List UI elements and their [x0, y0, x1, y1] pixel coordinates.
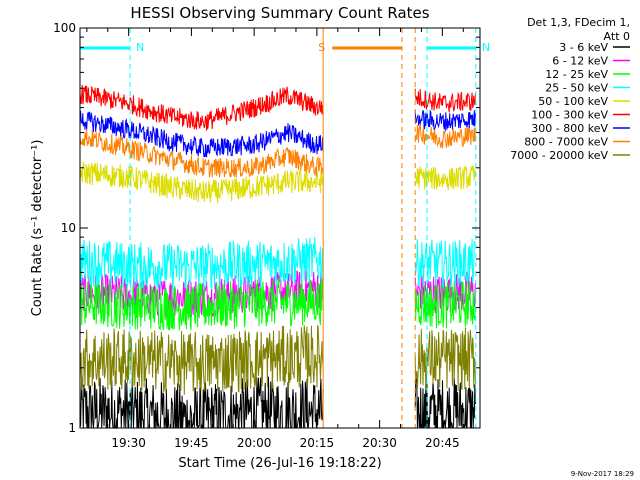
x-tick-label: 19:45 [174, 436, 209, 450]
legend-header-line-2: Att 0 [604, 30, 630, 43]
plot-area: N NS [79, 28, 490, 430]
series-line-9 [79, 325, 476, 395]
legend-label: 300 - 800 keV [531, 122, 608, 135]
marker-label: S [318, 41, 325, 54]
legend-label: 50 - 100 keV [538, 95, 608, 108]
series-line-6 [79, 84, 476, 131]
y-tick-label: 10 [61, 221, 76, 235]
chart-title: HESSI Observing Summary Count Rates [130, 4, 429, 22]
x-tick-label: 20:00 [237, 436, 272, 450]
legend-label: 800 - 7000 keV [524, 136, 608, 149]
marker-label: N [136, 41, 144, 54]
x-axis-label: Start Time (26-Jul-16 19:18:22) [178, 456, 381, 471]
series-line-3 [79, 278, 476, 331]
x-tick-label: 20:15 [300, 436, 335, 450]
legend-label: 7000 - 20000 keV [510, 149, 608, 162]
series-line-7 [79, 109, 476, 158]
legend-label: 12 - 25 keV [545, 68, 608, 81]
footer-timestamp: 9-Nov-2017 18:29 [571, 470, 634, 478]
series-line-5 [79, 161, 476, 204]
y-axis-label: Count Rate (s⁻¹ detector⁻¹) [30, 140, 45, 317]
series-line-4 [79, 236, 476, 291]
legend-header-line-1: Det 1,3, FDecim 1, [527, 16, 630, 29]
x-tick-label: 19:30 [111, 436, 146, 450]
marker-label: N [482, 41, 490, 54]
series-line-8 [79, 123, 476, 178]
x-tick-label: 20:45 [425, 436, 460, 450]
axes: 1 10 100 19:30 19:45 20:00 20:15 20:30 20:45 [53, 21, 481, 450]
legend-label: 3 - 6 keV [559, 41, 608, 54]
x-tick-label: 20:30 [362, 436, 397, 450]
legend-label: 6 - 12 keV [552, 55, 608, 68]
y-tick-label: 1 [68, 421, 76, 435]
y-tick-label: 100 [53, 21, 76, 35]
legend-label: 100 - 300 keV [531, 109, 608, 122]
legend-label: 25 - 50 keV [545, 82, 608, 95]
